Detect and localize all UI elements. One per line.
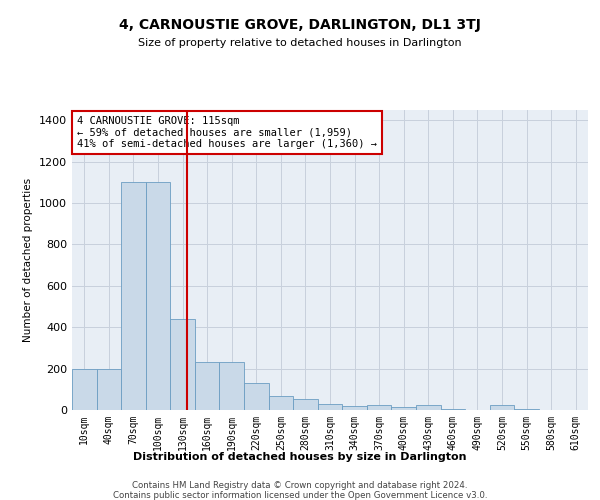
Bar: [367, 405, 391, 410]
Bar: [416, 405, 440, 410]
Text: Size of property relative to detached houses in Darlington: Size of property relative to detached ho…: [138, 38, 462, 48]
Text: Contains public sector information licensed under the Open Government Licence v3: Contains public sector information licen…: [113, 491, 487, 500]
Bar: [195, 362, 220, 410]
Text: Contains HM Land Registry data © Crown copyright and database right 2024.: Contains HM Land Registry data © Crown c…: [132, 481, 468, 490]
Bar: [490, 405, 514, 410]
Bar: [72, 368, 97, 410]
Bar: [97, 368, 121, 410]
Y-axis label: Number of detached properties: Number of detached properties: [23, 178, 34, 342]
Bar: [220, 362, 244, 410]
Bar: [269, 396, 293, 410]
Bar: [342, 406, 367, 410]
Bar: [440, 409, 465, 410]
Bar: [293, 398, 318, 410]
Text: 4 CARNOUSTIE GROVE: 115sqm
← 59% of detached houses are smaller (1,959)
41% of s: 4 CARNOUSTIE GROVE: 115sqm ← 59% of deta…: [77, 116, 377, 149]
Bar: [170, 319, 195, 410]
Bar: [318, 404, 342, 410]
Bar: [391, 407, 416, 410]
Text: Distribution of detached houses by size in Darlington: Distribution of detached houses by size …: [133, 452, 467, 462]
Bar: [121, 182, 146, 410]
Bar: [146, 182, 170, 410]
Text: 4, CARNOUSTIE GROVE, DARLINGTON, DL1 3TJ: 4, CARNOUSTIE GROVE, DARLINGTON, DL1 3TJ: [119, 18, 481, 32]
Bar: [244, 383, 269, 410]
Bar: [514, 409, 539, 410]
